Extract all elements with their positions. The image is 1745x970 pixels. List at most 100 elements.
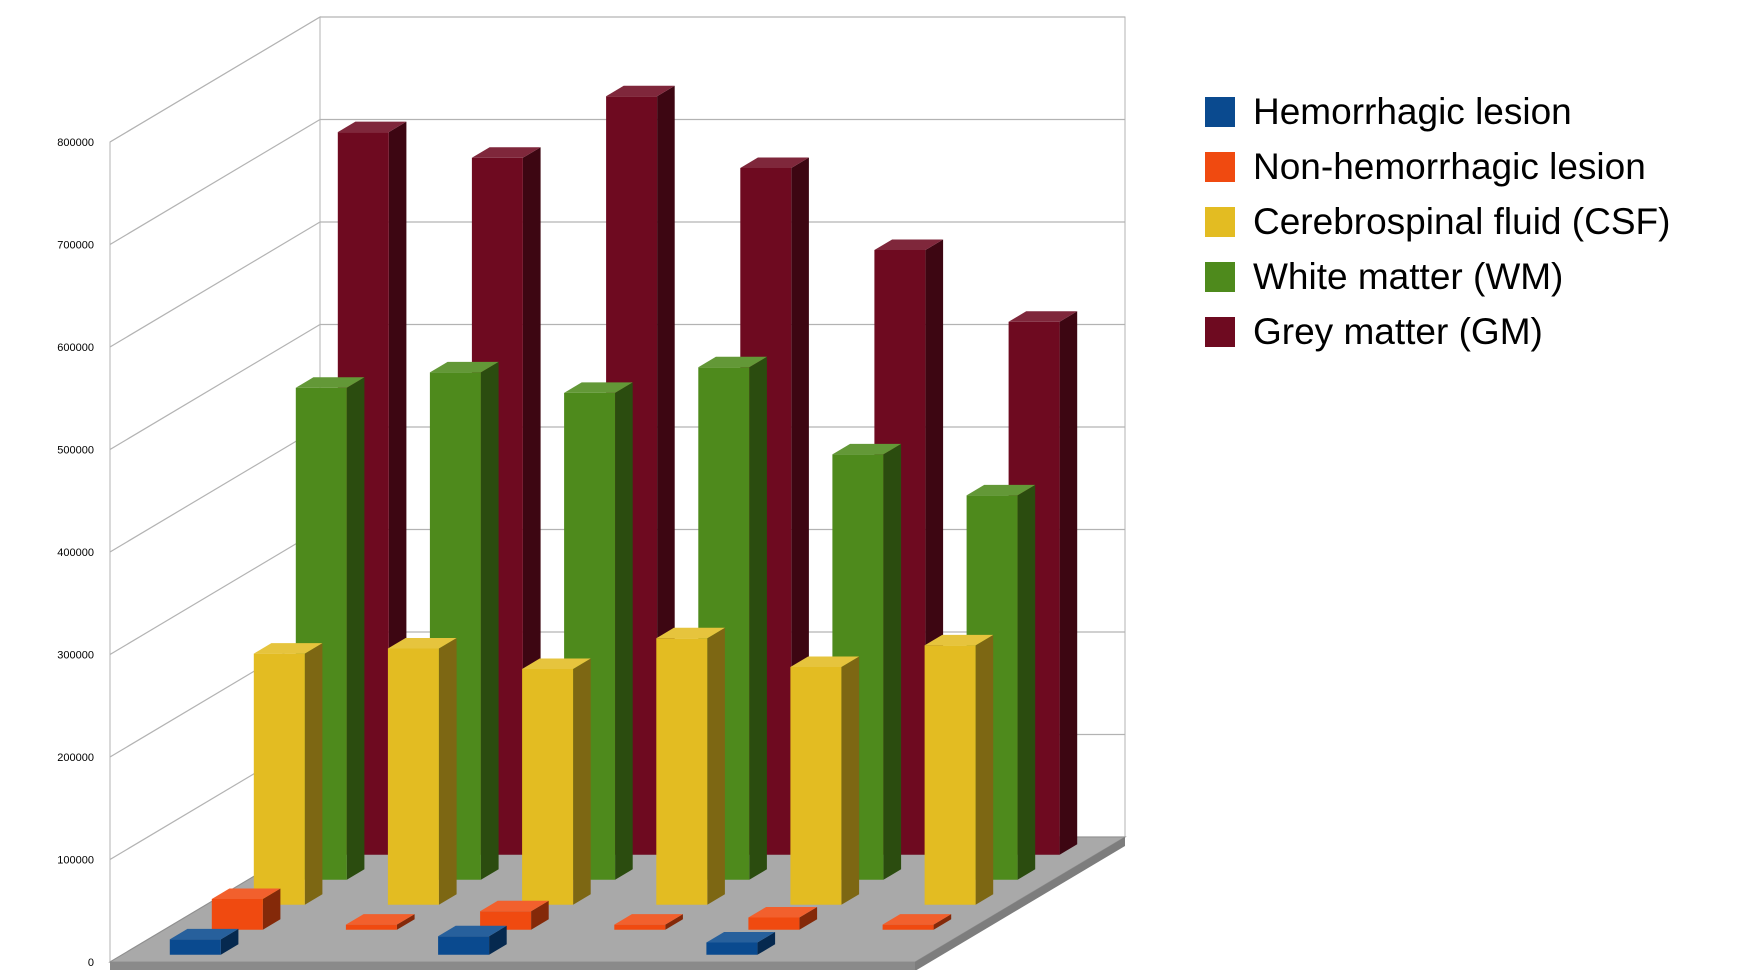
legend-item: Non-hemorrhagic lesion bbox=[1205, 139, 1670, 194]
bar bbox=[748, 907, 818, 930]
bar-top bbox=[438, 925, 507, 937]
gridline-left bbox=[109, 528, 321, 656]
bar-side bbox=[883, 443, 902, 880]
bar-front bbox=[345, 924, 397, 930]
legend-swatch bbox=[1205, 151, 1235, 182]
bar-top bbox=[706, 932, 776, 943]
bar bbox=[522, 658, 591, 905]
bar-side bbox=[531, 900, 549, 930]
bar-front bbox=[882, 924, 934, 930]
legend: Hemorrhagic lesion Non-hemorrhagic lesion… bbox=[1205, 84, 1670, 359]
y-tick-label: 800000 bbox=[57, 137, 94, 149]
bar-front bbox=[656, 638, 708, 905]
bar-front bbox=[748, 917, 800, 930]
bar-side bbox=[304, 643, 323, 905]
y-tick-label: 400000 bbox=[57, 547, 94, 559]
bar-top bbox=[429, 361, 499, 373]
bar bbox=[656, 627, 725, 905]
bar-side bbox=[1017, 484, 1036, 880]
legend-label: White matter (WM) bbox=[1253, 255, 1564, 297]
bar bbox=[614, 914, 683, 930]
bar-top bbox=[740, 157, 809, 168]
bar-top bbox=[169, 928, 239, 940]
bar bbox=[480, 900, 549, 930]
bar bbox=[438, 925, 507, 955]
bar-side bbox=[489, 925, 507, 955]
legend-item: Cerebrospinal fluid (CSF) bbox=[1205, 194, 1670, 249]
bar-front bbox=[522, 669, 574, 905]
bar-side bbox=[396, 914, 415, 930]
bar-front bbox=[924, 645, 976, 905]
bar-front bbox=[169, 939, 221, 955]
legend-item: Grey matter (GM) bbox=[1205, 304, 1670, 359]
bar-side bbox=[665, 914, 683, 930]
floor-front-edge bbox=[110, 962, 915, 970]
bar-front bbox=[480, 911, 532, 930]
y-tick-label: 700000 bbox=[57, 240, 94, 252]
bar-top bbox=[614, 914, 683, 925]
bar bbox=[387, 638, 457, 905]
bar-side bbox=[841, 656, 860, 905]
bar-top bbox=[748, 907, 818, 918]
bar-front bbox=[790, 667, 842, 905]
bar-side bbox=[757, 932, 776, 955]
bar bbox=[924, 634, 994, 905]
legend-swatch bbox=[1205, 261, 1235, 292]
bar-side bbox=[615, 382, 633, 880]
bar-front bbox=[614, 924, 666, 930]
y-tick-label: 500000 bbox=[57, 445, 94, 457]
y-tick-label: 0 bbox=[88, 957, 94, 969]
bar-side bbox=[346, 377, 365, 880]
bar-side bbox=[1059, 311, 1078, 855]
bar-front bbox=[387, 648, 439, 905]
bar-side bbox=[438, 638, 457, 905]
bar-side bbox=[975, 634, 994, 905]
gridline-left bbox=[109, 323, 321, 451]
legend-label: Grey matter (GM) bbox=[1253, 310, 1543, 352]
bar-top bbox=[656, 627, 725, 639]
legend-label: Cerebrospinal fluid (CSF) bbox=[1253, 200, 1671, 242]
y-tick-label: 600000 bbox=[57, 342, 94, 354]
gridline-left bbox=[109, 221, 321, 348]
bar-side bbox=[933, 914, 952, 930]
bar-top bbox=[387, 638, 457, 649]
bar-side bbox=[262, 888, 281, 930]
bar bbox=[345, 914, 415, 930]
bar-side bbox=[749, 356, 767, 880]
bar-front bbox=[211, 899, 263, 930]
y-tick-label: 100000 bbox=[57, 855, 94, 867]
bar-top bbox=[522, 658, 591, 669]
bar-top bbox=[471, 147, 541, 158]
bar-top bbox=[832, 443, 902, 455]
bar-side bbox=[480, 361, 499, 880]
bar-top bbox=[337, 121, 407, 133]
floor-side-edge bbox=[915, 837, 1125, 970]
legend-item: White matter (WM) bbox=[1205, 249, 1670, 304]
bar-side bbox=[220, 928, 239, 955]
bar-top bbox=[924, 634, 994, 646]
bar-top bbox=[874, 239, 944, 250]
legend-swatch bbox=[1205, 316, 1235, 347]
bar-top bbox=[211, 888, 281, 899]
legend-label: Hemorrhagic lesion bbox=[1253, 90, 1572, 132]
legend-swatch bbox=[1205, 96, 1235, 127]
bar-top bbox=[480, 900, 549, 912]
gridline-left bbox=[109, 16, 321, 143]
y-tick-label: 200000 bbox=[57, 752, 94, 764]
bar-top bbox=[606, 85, 675, 97]
bar bbox=[211, 888, 281, 930]
bar-front bbox=[438, 936, 490, 955]
bar-top bbox=[698, 356, 767, 368]
bar-top bbox=[295, 377, 365, 388]
legend-item: Hemorrhagic lesion bbox=[1205, 84, 1670, 139]
bar bbox=[882, 914, 952, 930]
gridline-left bbox=[109, 426, 321, 553]
bar-side bbox=[573, 658, 591, 905]
bar bbox=[790, 656, 860, 905]
bar-top bbox=[966, 484, 1036, 496]
bar-top bbox=[253, 643, 323, 654]
legend-swatch bbox=[1205, 206, 1235, 237]
bar-front bbox=[253, 653, 305, 905]
bar-top bbox=[564, 382, 633, 393]
